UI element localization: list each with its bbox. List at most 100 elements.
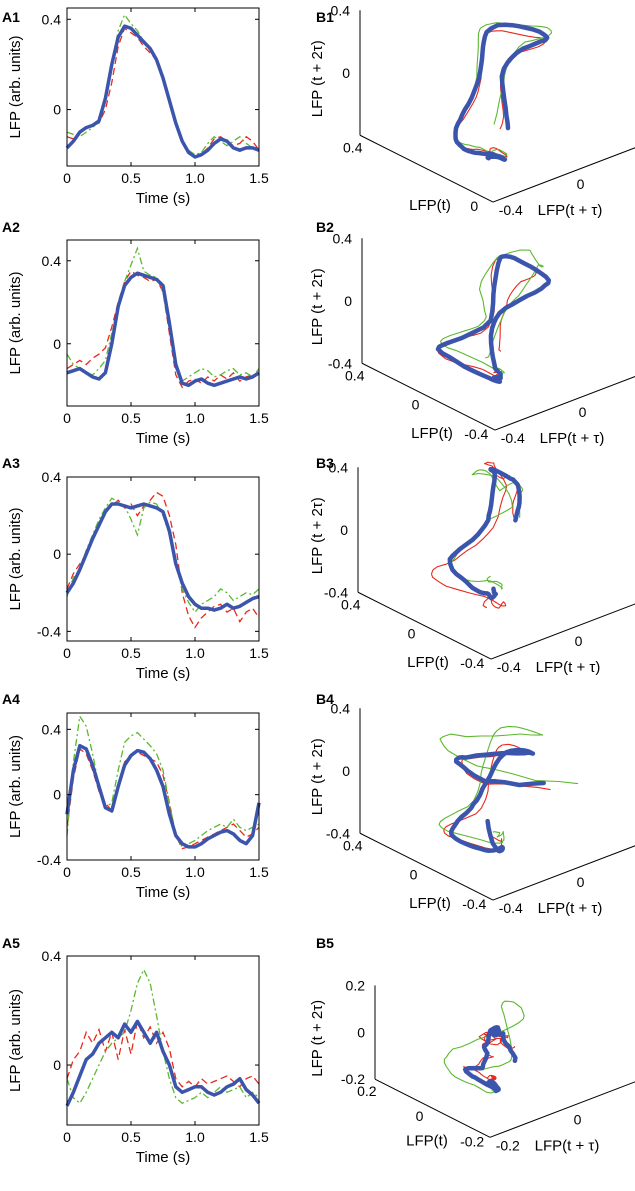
x-axis-label: Time (s)	[136, 190, 190, 207]
panel-a1: 0 0.5 1.0 1.5 0 0.4 Time (s) LFP (arb. units) A1	[2, 7, 269, 207]
panel-label: A5	[2, 935, 20, 951]
y-axis-label: LFP(t + τ)	[538, 900, 603, 917]
series-mean	[65, 24, 260, 159]
y-tick-label: -0.4	[37, 623, 61, 639]
panel-b3: 0.40-0.40.40-0.4-0.400.4LFP(t)LFP(t + τ)…	[309, 455, 635, 676]
y-tick-label: -0.2	[496, 1137, 520, 1153]
x-tick-label: 0.5	[121, 864, 141, 880]
x-tick-label: 1.0	[185, 864, 205, 880]
x-axis-label: Time (s)	[136, 884, 190, 901]
series-red	[66, 491, 260, 629]
axes-box	[66, 712, 260, 861]
x-tick-label: 0	[470, 198, 478, 214]
z-tick-label: 0	[357, 1024, 365, 1040]
y-tick-label: 0.4	[42, 469, 62, 485]
panel-label: B5	[316, 935, 334, 951]
x-tick-label: 1.5	[249, 410, 269, 426]
y-tick-label: 0	[575, 633, 583, 649]
x-tick-label: -0.4	[460, 655, 484, 671]
trajectory-mean	[435, 253, 552, 384]
z-axis-label: LFP (t + 2τ)	[309, 497, 326, 574]
axes-box	[66, 955, 260, 1126]
x-tick-label: 1.0	[185, 645, 205, 661]
series-green	[66, 13, 260, 156]
x-axis-label: Time (s)	[136, 1149, 190, 1166]
x-tick-label: 0.4	[341, 596, 361, 612]
z-tick-label: -0.4	[326, 825, 350, 841]
panel-label: B2	[316, 219, 334, 235]
y-tick-label: 0	[577, 874, 585, 890]
x3d-axis	[374, 1078, 491, 1138]
x-tick-label: -0.4	[464, 426, 488, 442]
series-mean	[66, 271, 260, 388]
series-green	[66, 968, 260, 1105]
z-axis-label: LFP (t + 2τ)	[309, 268, 326, 345]
panel-b4: 0.40-0.40.40-0.4-0.400.4LFP(t)LFP(t + τ)…	[309, 691, 635, 917]
y-axis-label: LFP (arb. units)	[7, 989, 24, 1092]
y-tick-label: 0	[53, 1057, 61, 1073]
panel-label: B4	[316, 691, 334, 707]
x-tick-label: 0.4	[345, 367, 365, 383]
y-tick-label: -0.4	[499, 202, 523, 218]
x-axis-label: LFP(t)	[409, 197, 451, 214]
y-tick-label: 0	[53, 336, 61, 352]
x-axis-label: Time (s)	[136, 665, 190, 682]
series-red	[66, 1019, 260, 1088]
y3d-axis	[494, 376, 635, 431]
z-tick-label: 0.2	[346, 977, 366, 993]
z-axis-label: LFP (t + 2τ)	[309, 1000, 326, 1077]
x-tick-label: 0.5	[121, 1129, 141, 1145]
y-tick-label: 0	[579, 404, 587, 420]
x-tick-label: 0.4	[343, 837, 363, 853]
z-tick-label: -0.4	[324, 584, 348, 600]
z-axis-label: LFP (t + 2τ)	[309, 738, 326, 815]
x-tick-label: 0.5	[121, 410, 141, 426]
y-axis-label: LFP (arb. units)	[7, 735, 24, 838]
y3d-axis	[492, 147, 635, 203]
trajectory-green	[448, 469, 524, 590]
x-tick-label: 0	[63, 645, 71, 661]
y3d-axis	[490, 603, 635, 660]
x-tick-label: 0.4	[343, 139, 363, 155]
x-tick-label: 0	[63, 864, 71, 880]
panel-b5: 0.20-0.20.20-0.2-0.200.2LFP(t)LFP(t + τ)…	[309, 935, 635, 1154]
y-axis-label: LFP (arb. units)	[7, 35, 24, 138]
series-mean	[65, 743, 261, 849]
x-tick-label: 0	[63, 1129, 71, 1145]
panel-label: A1	[2, 9, 20, 25]
z-tick-label: 0.4	[331, 2, 351, 18]
y3d-axis	[492, 845, 635, 901]
y-axis-label: LFP (arb. units)	[7, 271, 24, 374]
y-tick-label: 0.4	[42, 721, 62, 737]
z-tick-label: -0.2	[341, 1071, 365, 1087]
series-mean	[65, 502, 260, 612]
y-tick-label: 0.4	[42, 253, 62, 269]
panel-a2: 0 0.5 1.0 1.5 0 0.4 Time (s) LFP (arb. units) A2	[2, 219, 269, 447]
x-tick-label: 0.2	[357, 1083, 377, 1099]
x-tick-label: 0	[416, 1108, 424, 1124]
trajectory-mean	[447, 466, 522, 601]
z-tick-label: 0	[344, 293, 352, 309]
y-tick-label: 0.4	[42, 11, 62, 27]
x3d-axis	[359, 134, 494, 203]
x-tick-label: 1.5	[249, 864, 269, 880]
y3d-axis	[489, 1081, 635, 1138]
z-axis-label: LFP (t + 2τ)	[309, 40, 326, 117]
x-tick-label: 0	[412, 397, 420, 413]
y-axis-label: LFP(t + τ)	[536, 659, 601, 676]
x3d-axis	[361, 362, 496, 431]
axes-box	[66, 476, 260, 642]
y-tick-label: -0.4	[497, 659, 521, 675]
x-tick-label: -0.2	[460, 1134, 484, 1150]
series-red	[66, 270, 260, 389]
y-tick-label: 0	[574, 1111, 582, 1127]
trajectory-mean	[448, 747, 546, 854]
panel-label: A3	[2, 455, 20, 471]
trajectory-red	[462, 1031, 516, 1081]
series-mean	[65, 1019, 261, 1107]
panel-label: A4	[2, 691, 20, 707]
z-tick-label: 0.4	[333, 230, 353, 246]
trajectory-mean	[462, 1025, 518, 1094]
